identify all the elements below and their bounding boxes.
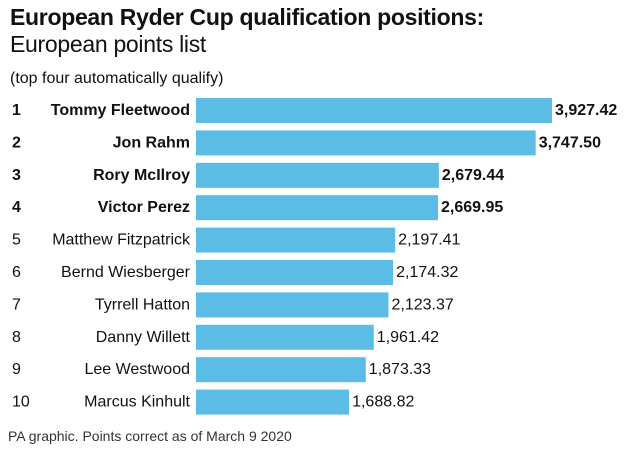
value-label: 2,174.32 bbox=[396, 264, 458, 281]
player-name-label: Jon Rahm bbox=[113, 134, 190, 151]
rank-label: 1 bbox=[12, 102, 21, 119]
player-name-label: Victor Perez bbox=[98, 199, 190, 216]
value-label: 2,669.95 bbox=[441, 199, 503, 216]
value-label: 3,747.50 bbox=[539, 134, 601, 151]
chart-subtitle: European points list bbox=[10, 31, 207, 57]
bar-3 bbox=[196, 162, 439, 188]
bar-5 bbox=[196, 227, 396, 253]
bar-4 bbox=[196, 195, 439, 221]
player-name-label: Matthew Fitzpatrick bbox=[52, 232, 191, 249]
bar-2 bbox=[196, 130, 536, 156]
value-label: 1,688.82 bbox=[352, 394, 414, 411]
bar-10 bbox=[196, 389, 350, 415]
bar-6 bbox=[196, 260, 394, 285]
rank-label: 8 bbox=[12, 329, 21, 346]
chart-note: (top four automatically qualify) bbox=[10, 70, 224, 87]
player-name-label: Rory McIlroy bbox=[93, 167, 190, 184]
value-label: 2,123.37 bbox=[391, 296, 453, 313]
player-name-label: Marcus Kinhult bbox=[84, 394, 190, 411]
source-footer: PA graphic. Points correct as of March 9… bbox=[8, 428, 292, 444]
rank-label: 2 bbox=[12, 134, 21, 151]
player-name-label: Lee Westwood bbox=[84, 361, 190, 378]
rank-label: 9 bbox=[12, 361, 21, 378]
bar-9 bbox=[196, 357, 366, 383]
player-name-label: Bernd Wiesberger bbox=[61, 264, 191, 281]
bar-1 bbox=[196, 98, 552, 123]
value-label: 1,873.33 bbox=[369, 361, 431, 378]
value-label: 2,679.44 bbox=[442, 167, 504, 184]
rank-label: 4 bbox=[12, 199, 21, 216]
chart-title: European Ryder Cup qualification positio… bbox=[10, 4, 484, 30]
rank-label: 10 bbox=[12, 394, 30, 411]
value-label: 3,927.42 bbox=[555, 102, 617, 119]
player-name-label: Tyrrell Hatton bbox=[95, 296, 190, 313]
player-name-label: Tommy Fleetwood bbox=[51, 102, 190, 119]
bar-7 bbox=[196, 292, 389, 318]
rank-label: 3 bbox=[12, 167, 21, 184]
player-name-label: Danny Willett bbox=[96, 329, 191, 346]
rank-label: 7 bbox=[12, 296, 21, 313]
value-label: 2,197.41 bbox=[398, 232, 460, 249]
rank-label: 5 bbox=[12, 232, 21, 249]
value-label: 1,961.42 bbox=[377, 329, 439, 346]
rank-label: 6 bbox=[12, 264, 21, 281]
bar-8 bbox=[196, 324, 374, 350]
